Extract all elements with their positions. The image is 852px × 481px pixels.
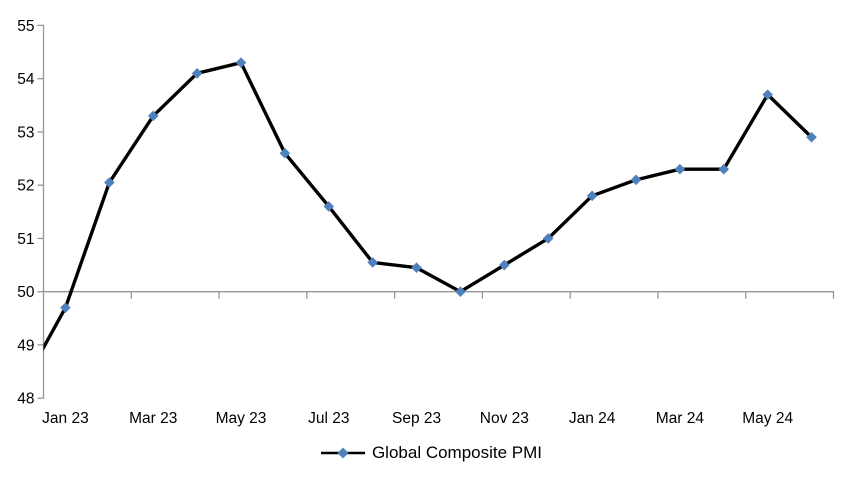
data-point-marker <box>542 233 554 244</box>
x-tick-label: May 24 <box>742 410 793 427</box>
data-point-marker <box>630 174 642 186</box>
data-point-marker <box>455 286 466 297</box>
legend-label: Global Composite PMI <box>371 443 543 462</box>
y-tick-label: 51 <box>17 231 34 248</box>
y-tick-label: 50 <box>17 284 35 301</box>
data-point-marker <box>586 190 598 202</box>
pmi-line-series <box>43 60 813 352</box>
x-tick-label: Nov 23 <box>480 410 529 427</box>
y-tick-label: 49 <box>17 337 34 354</box>
legend: Global Composite PMI <box>0 441 852 465</box>
data-point-marker <box>367 257 378 268</box>
data-point-marker <box>147 110 159 122</box>
data-point-marker <box>235 57 247 68</box>
data-point-marker <box>104 177 115 188</box>
x-tick-label: Mar 23 <box>129 410 177 427</box>
data-point-marker <box>323 201 335 212</box>
x-tick-label: Jul 23 <box>308 410 349 427</box>
x-tick-label: Sep 23 <box>392 410 441 427</box>
data-point-marker <box>762 89 773 100</box>
data-point-marker <box>806 131 817 143</box>
y-tick-label: 48 <box>17 391 34 408</box>
legend-diamond-icon <box>337 447 349 459</box>
data-point-marker <box>499 259 510 271</box>
data-point-marker <box>191 68 203 79</box>
y-tick-label: 55 <box>17 18 34 35</box>
x-tick-label: Jan 24 <box>569 410 616 427</box>
y-tick-label: 53 <box>17 124 34 141</box>
x-tick-label: May 23 <box>216 410 267 427</box>
data-point-marker <box>718 163 730 175</box>
x-tick-label: Jan 23 <box>42 410 89 427</box>
data-point-marker <box>279 147 291 159</box>
data-point-marker <box>674 163 686 175</box>
data-point-marker <box>411 262 422 274</box>
data-point-marker <box>60 302 71 313</box>
y-tick-label: 52 <box>17 178 34 195</box>
x-tick-label: Mar 24 <box>656 410 705 427</box>
legend-line-marker-icon <box>320 447 365 459</box>
y-tick-label: 54 <box>17 71 35 88</box>
